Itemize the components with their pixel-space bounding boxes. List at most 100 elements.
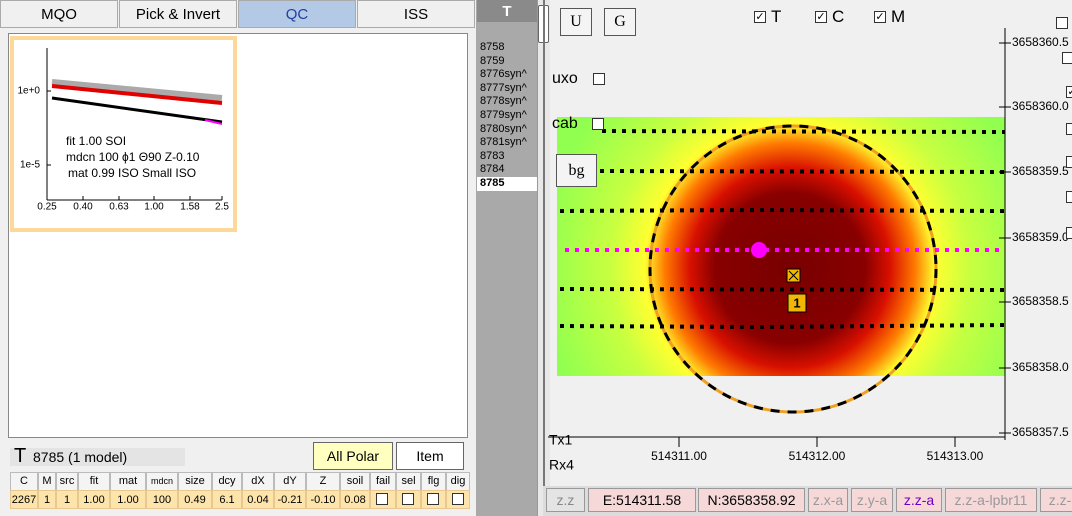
checkbox[interactable]: [427, 493, 439, 505]
list-item[interactable]: 8779syn^: [480, 109, 527, 121]
table-cell: 1.00: [78, 490, 110, 509]
x-tick-label: 0.25: [37, 202, 57, 213]
table-cell: 1: [38, 490, 56, 509]
table-cell: 0.08: [340, 490, 370, 509]
list-item[interactable]: 8780syn^: [480, 122, 527, 135]
checkbox[interactable]: [1062, 52, 1072, 64]
y-tick-label: 3658357.5: [1012, 425, 1069, 439]
list-item[interactable]: 8781syn^: [480, 136, 527, 149]
checkbox[interactable]: [1066, 227, 1072, 239]
y-tick-label: 3658359.5: [1012, 164, 1069, 178]
fit-info: mat 0.99 ISO Small ISO: [68, 166, 196, 180]
survey-lines: [559, 129, 1006, 330]
status-field[interactable]: z.x-a: [808, 488, 848, 512]
map-button[interactable]: U: [560, 8, 592, 36]
status-field[interactable]: z.z-a: [896, 488, 942, 512]
curve: [51, 96, 223, 124]
checkbox[interactable]: [452, 493, 464, 505]
column-header: dX: [242, 472, 274, 491]
checkbox[interactable]: [1066, 191, 1072, 203]
status-field[interactable]: z.z-a-lpbr11: [945, 488, 1037, 512]
list-item[interactable]: 8783: [480, 149, 505, 162]
column-header: fail: [370, 472, 396, 491]
target-title: 8785 (1 model): [33, 449, 128, 465]
y-tick-label: 3658360.0: [1012, 99, 1069, 113]
table-cell: 1: [56, 490, 78, 509]
column-header: dY: [274, 472, 306, 491]
curve: [51, 84, 223, 105]
target-prefix: T: [14, 445, 27, 467]
marker-label: 1: [793, 295, 800, 310]
status-field[interactable]: E:514311.58: [588, 488, 696, 512]
y-tick-label: 3658358.5: [1012, 294, 1069, 308]
column-header: fit: [78, 472, 110, 491]
x-tick-label: 514312.00: [789, 449, 846, 463]
status-field[interactable]: N:3658358.92: [698, 488, 805, 512]
fit-info: mdcn 100 ϕ1 Θ90 Z-0.10: [66, 150, 200, 164]
check-label: M: [891, 7, 906, 26]
column-header: mdcn: [146, 472, 178, 491]
list-item[interactable]: 8758: [480, 41, 505, 53]
column-header: sel: [396, 472, 421, 491]
checkbox[interactable]: ✓: [874, 11, 886, 23]
list-item[interactable]: 8784: [480, 163, 505, 176]
table-cell: 6.1: [212, 490, 242, 509]
status-field[interactable]: z.y-a: [851, 488, 893, 512]
column-header: soil: [340, 472, 370, 491]
map-button[interactable]: G: [604, 8, 636, 36]
y-tick-label: 3658359.0: [1012, 230, 1069, 244]
map-button[interactable]: bg: [556, 154, 597, 187]
checkbox[interactable]: [402, 493, 414, 505]
heatmap: [557, 117, 1005, 376]
survey-line: [559, 207, 1006, 213]
list-item[interactable]: 8776syn^: [480, 68, 527, 81]
tab[interactable]: ISS: [357, 0, 475, 28]
x-tick-label: 514311.00: [651, 449, 707, 463]
checkbox[interactable]: [592, 118, 604, 130]
map-view: 1 3658360.5 3658360.0 3658359.5 3658359.0 365…: [548, 28, 1069, 473]
tab[interactable]: Pick & Invert: [119, 0, 237, 28]
checkbox[interactable]: ✓: [815, 11, 827, 23]
table-cell: 1.00: [110, 490, 146, 509]
list-header: T: [477, 0, 537, 22]
y-tick-label: 1e+0: [17, 86, 40, 97]
column-header: M: [38, 472, 56, 491]
table-cell: 0.04: [242, 490, 274, 509]
button[interactable]: Item: [396, 442, 464, 470]
status-field[interactable]: z.z: [546, 488, 585, 512]
tab[interactable]: MQO: [0, 0, 118, 28]
layer-label: uxo: [552, 70, 578, 87]
checkbox[interactable]: [1066, 156, 1072, 168]
list-item[interactable]: 8777syn^: [480, 81, 527, 94]
checkbox[interactable]: [1066, 123, 1072, 135]
list-item[interactable]: 8785: [477, 177, 537, 191]
curve: [51, 79, 223, 101]
checkbox[interactable]: [1056, 17, 1068, 29]
tab[interactable]: QC: [238, 0, 356, 28]
divider: [543, 0, 545, 516]
selected-point[interactable]: [751, 242, 767, 258]
checkbox[interactable]: [376, 493, 388, 505]
radius-circle: [648, 124, 938, 414]
survey-line: [599, 169, 1006, 174]
survey-line: [559, 323, 1006, 330]
x-tick-label: 1.58: [180, 202, 200, 213]
curve: [204, 119, 223, 125]
x-tick-label: 1.00: [144, 202, 164, 213]
button[interactable]: All Polar: [313, 442, 393, 470]
checkbox[interactable]: [593, 73, 605, 85]
check-label: C: [832, 7, 845, 26]
fit-info: fit 1.00 SOI: [66, 134, 126, 148]
status-field[interactable]: z.z-: [1040, 488, 1072, 512]
survey-line: [601, 129, 1006, 134]
list-item[interactable]: 8759: [480, 54, 505, 67]
check-label: T: [771, 7, 782, 26]
checkbox[interactable]: ✓: [754, 11, 766, 23]
target-list: [476, 0, 542, 516]
list-item[interactable]: 8778syn^: [480, 95, 527, 108]
thumbnail-frame: [10, 36, 237, 232]
x-tick-label: 514313.00: [927, 449, 984, 463]
checkbox[interactable]: ✓: [1066, 86, 1072, 98]
survey-line: [559, 287, 1006, 292]
